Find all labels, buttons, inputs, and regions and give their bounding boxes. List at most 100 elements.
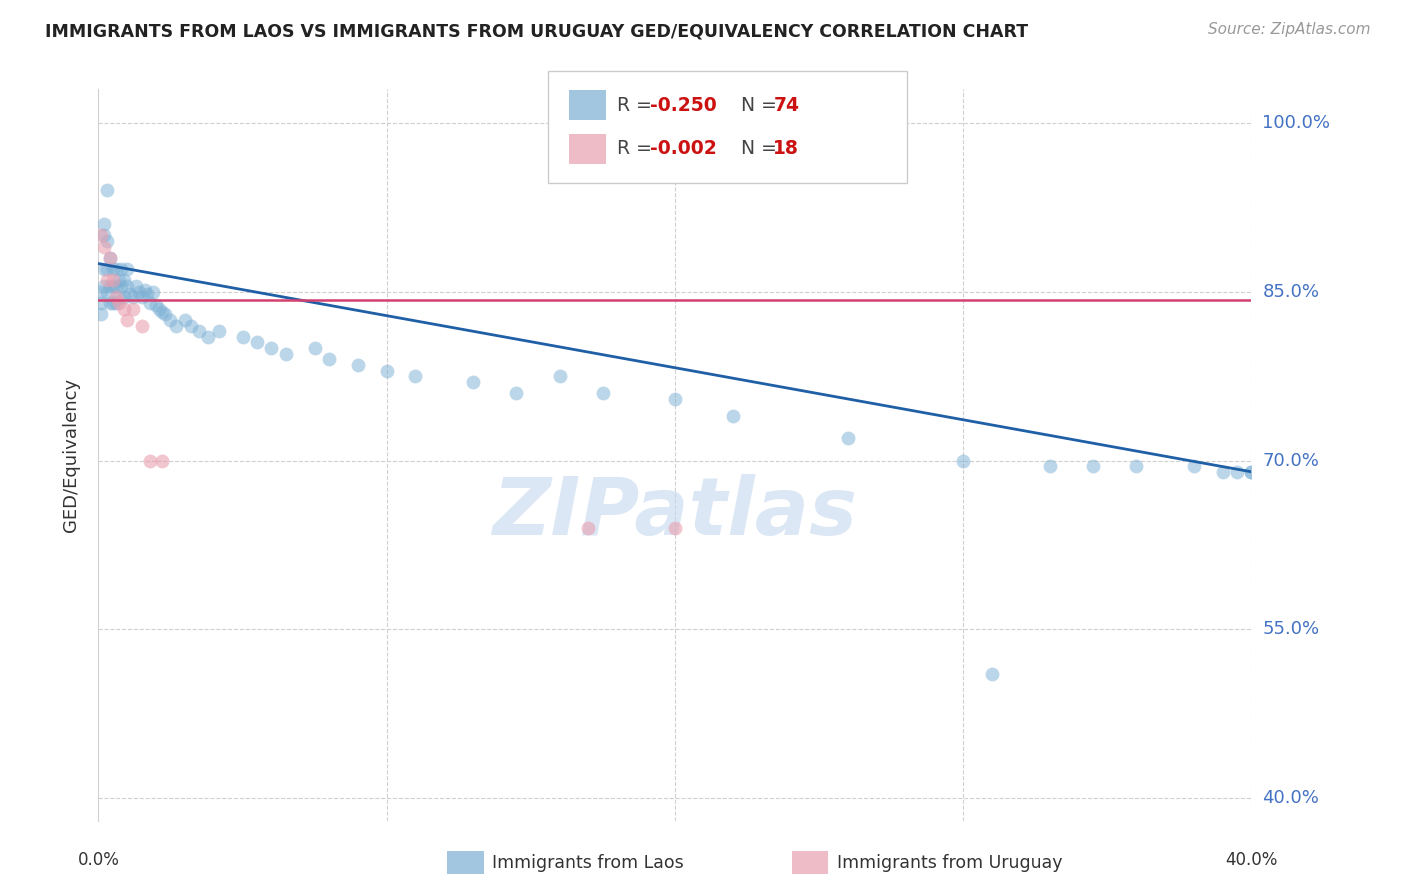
Point [107, 296, 129, 310]
Text: -0.002: -0.002 [650, 139, 716, 159]
Text: 100.0%: 100.0% [1263, 114, 1330, 132]
Text: R =: R = [617, 95, 658, 115]
Point [139, 453, 162, 467]
Point [837, 431, 859, 445]
Point [90, 296, 112, 310]
Point [165, 318, 187, 333]
Point [405, 369, 427, 384]
Point [104, 296, 127, 310]
Text: 70.0%: 70.0% [1263, 451, 1319, 469]
Point [117, 313, 138, 327]
Text: IMMIGRANTS FROM LAOS VS IMMIGRANTS FROM URUGUAY GED/EQUIVALENCY CORRELATION CHAR: IMMIGRANTS FROM LAOS VS IMMIGRANTS FROM … [45, 22, 1028, 40]
Point [375, 363, 398, 377]
Point [145, 298, 167, 312]
Point [174, 313, 197, 327]
Text: 40.0%: 40.0% [1225, 851, 1278, 869]
Point [131, 318, 153, 333]
Text: -0.250: -0.250 [650, 95, 716, 115]
Point [231, 330, 254, 344]
Point [139, 296, 162, 310]
Text: 85.0%: 85.0% [1263, 283, 1319, 301]
Text: Source: ZipAtlas.com: Source: ZipAtlas.com [1208, 22, 1371, 37]
Point [90, 307, 112, 321]
Point [107, 273, 129, 287]
Point [153, 307, 176, 321]
Point [90, 285, 112, 299]
Point [664, 392, 686, 406]
Point [101, 262, 124, 277]
Point [96, 285, 118, 299]
Text: N =: N = [741, 139, 783, 159]
Point [197, 330, 219, 344]
Point [98, 296, 121, 310]
Text: Immigrants from Uruguay: Immigrants from Uruguay [837, 854, 1062, 871]
Text: Immigrants from Laos: Immigrants from Laos [492, 854, 683, 871]
Y-axis label: GED/Equivalency: GED/Equivalency [62, 378, 80, 532]
Point [93, 228, 115, 243]
Text: R =: R = [617, 139, 658, 159]
Point [1240, 465, 1263, 479]
Point [120, 287, 142, 301]
Point [104, 290, 127, 304]
Point [1226, 465, 1249, 479]
Point [110, 279, 132, 293]
Point [1240, 465, 1263, 479]
Text: ZIPatlas: ZIPatlas [492, 475, 858, 552]
Point [117, 262, 138, 277]
Point [180, 318, 202, 333]
Point [104, 279, 127, 293]
Point [112, 273, 135, 287]
Point [93, 217, 115, 231]
Point [128, 285, 150, 299]
Point [1081, 459, 1104, 474]
Point [96, 234, 118, 248]
Text: 0.0%: 0.0% [77, 851, 120, 869]
Point [246, 335, 269, 350]
Point [150, 453, 173, 467]
Point [318, 352, 340, 367]
Point [274, 346, 297, 360]
Text: 40.0%: 40.0% [1263, 789, 1319, 807]
Point [96, 273, 118, 287]
Point [260, 341, 283, 355]
Point [1125, 459, 1147, 474]
Point [1182, 459, 1205, 474]
Point [188, 324, 211, 338]
Point [122, 290, 145, 304]
Text: 18: 18 [773, 139, 799, 159]
Point [304, 341, 326, 355]
Point [98, 279, 121, 293]
Point [148, 301, 170, 316]
Point [96, 262, 118, 277]
Point [96, 184, 118, 198]
Point [952, 453, 974, 467]
Point [131, 290, 153, 304]
Point [150, 305, 173, 319]
Point [578, 521, 600, 535]
Point [98, 251, 121, 265]
Point [721, 409, 744, 423]
Point [101, 296, 124, 310]
Point [90, 228, 112, 243]
Text: N =: N = [741, 95, 783, 115]
Point [112, 301, 135, 316]
Point [136, 287, 159, 301]
Point [93, 279, 115, 293]
Point [101, 279, 124, 293]
Point [93, 262, 115, 277]
Point [461, 375, 484, 389]
Point [117, 279, 138, 293]
Point [122, 301, 145, 316]
Point [208, 324, 231, 338]
Point [125, 279, 148, 293]
Point [548, 369, 571, 384]
Point [142, 285, 165, 299]
Text: 55.0%: 55.0% [1263, 620, 1320, 639]
Point [505, 386, 527, 401]
Point [93, 240, 115, 254]
Text: 74: 74 [773, 95, 799, 115]
Point [110, 262, 132, 277]
Point [1038, 459, 1062, 474]
Point [101, 273, 124, 287]
Point [107, 290, 129, 304]
